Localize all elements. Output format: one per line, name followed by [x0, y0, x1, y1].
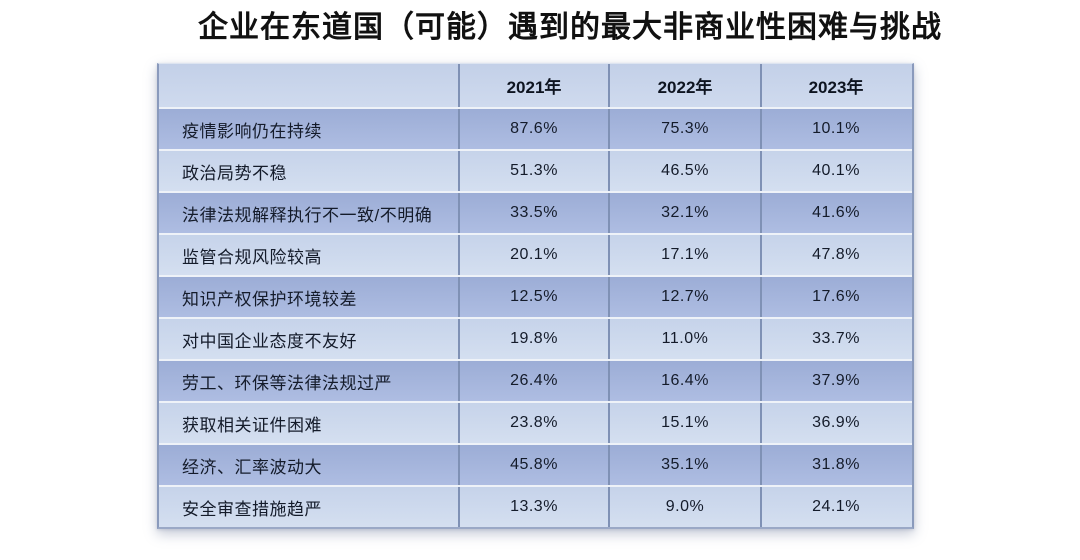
table-row: 政治局势不稳 51.3% 46.5% 40.1%: [159, 151, 912, 193]
row-label: 疫情影响仍在持续: [182, 121, 322, 141]
value-2022: 35.1%: [608, 445, 760, 485]
row-label: 获取相关证件困难: [182, 415, 322, 435]
value-2022: 11.0%: [608, 319, 760, 359]
value-2023: 36.9%: [760, 403, 910, 443]
table-row: 劳工、环保等法律法规过严 26.4% 16.4% 37.9%: [159, 361, 912, 403]
value-2022: 17.1%: [608, 235, 760, 275]
value-2021: 87.6%: [458, 109, 608, 149]
value-2023: 24.1%: [760, 487, 910, 527]
value-2021: 19.8%: [458, 319, 608, 359]
value-2022: 32.1%: [608, 193, 760, 233]
row-label: 知识产权保护环境较差: [182, 289, 357, 309]
table-row: 经济、汇率波动大 45.8% 35.1% 31.8%: [159, 445, 912, 487]
table-row: 安全审查措施趋严 13.3% 9.0% 24.1%: [159, 487, 912, 527]
value-2021: 26.4%: [458, 361, 608, 401]
value-2021: 51.3%: [458, 151, 608, 191]
table-row: 监管合规风险较高 20.1% 17.1% 47.8%: [159, 235, 912, 277]
value-2023: 10.1%: [760, 109, 910, 149]
row-label: 监管合规风险较高: [182, 247, 322, 267]
challenges-table: 2021年 2022年 2023年 疫情影响仍在持续 87.6% 75.3% 1…: [157, 63, 914, 529]
value-2023: 33.7%: [760, 319, 910, 359]
header-year-2021: 2021年: [458, 64, 608, 107]
value-2023: 37.9%: [760, 361, 910, 401]
value-2021: 13.3%: [458, 487, 608, 527]
row-label: 政治局势不稳: [182, 163, 287, 183]
table-row: 获取相关证件困难 23.8% 15.1% 36.9%: [159, 403, 912, 445]
row-label: 安全审查措施趋严: [182, 499, 322, 519]
value-2021: 33.5%: [458, 193, 608, 233]
row-label: 经济、汇率波动大: [182, 457, 322, 477]
table-header-row: 2021年 2022年 2023年: [159, 64, 912, 109]
value-2022: 75.3%: [608, 109, 760, 149]
value-2021: 12.5%: [458, 277, 608, 317]
value-2023: 17.6%: [760, 277, 910, 317]
value-2023: 31.8%: [760, 445, 910, 485]
table-row: 法律法规解释执行不一致/不明确 33.5% 32.1% 41.6%: [159, 193, 912, 235]
row-label: 法律法规解释执行不一致/不明确: [182, 205, 433, 225]
value-2023: 41.6%: [760, 193, 910, 233]
table-row: 疫情影响仍在持续 87.6% 75.3% 10.1%: [159, 109, 912, 151]
header-corner-cell: [159, 64, 458, 107]
value-2022: 15.1%: [608, 403, 760, 443]
value-2021: 45.8%: [458, 445, 608, 485]
value-2022: 9.0%: [608, 487, 760, 527]
value-2021: 20.1%: [458, 235, 608, 275]
value-2022: 12.7%: [608, 277, 760, 317]
value-2023: 40.1%: [760, 151, 910, 191]
value-2022: 16.4%: [608, 361, 760, 401]
value-2021: 23.8%: [458, 403, 608, 443]
header-year-2022: 2022年: [608, 64, 760, 107]
value-2023: 47.8%: [760, 235, 910, 275]
table-row: 知识产权保护环境较差 12.5% 12.7% 17.6%: [159, 277, 912, 319]
row-label: 对中国企业态度不友好: [182, 331, 357, 351]
row-label: 劳工、环保等法律法规过严: [182, 373, 392, 393]
page-title: 企业在东道国（可能）遇到的最大非商业性困难与挑战: [198, 11, 942, 44]
header-year-2023: 2023年: [760, 64, 910, 107]
table-row: 对中国企业态度不友好 19.8% 11.0% 33.7%: [159, 319, 912, 361]
value-2022: 46.5%: [608, 151, 760, 191]
